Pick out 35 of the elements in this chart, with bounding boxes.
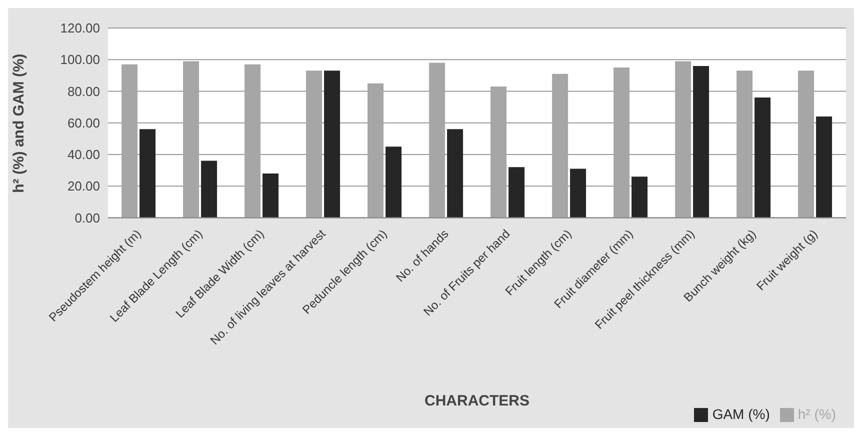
x-axis-title: CHARACTERS [424, 392, 530, 410]
bar [324, 70, 340, 218]
bar [122, 64, 138, 218]
legend-label: GAM (%) [712, 406, 770, 422]
bar [201, 160, 218, 218]
bar [754, 98, 771, 218]
bar [675, 61, 692, 218]
bar [368, 83, 384, 218]
bar [183, 61, 200, 218]
bar [736, 70, 753, 218]
bar [244, 64, 261, 218]
y-tick-label: 60.00 [67, 115, 100, 130]
y-tick-label: 80.00 [67, 84, 100, 99]
legend-label: h² (%) [798, 406, 836, 422]
bar [798, 70, 814, 218]
bar [632, 176, 648, 218]
bar [490, 86, 507, 218]
bar [508, 167, 525, 218]
bar [306, 70, 322, 218]
bar [262, 173, 279, 218]
y-tick-label: 120.00 [60, 20, 100, 36]
y-tick-label: 40.00 [67, 147, 100, 162]
bar [614, 68, 630, 218]
bar [552, 74, 568, 218]
bar [693, 66, 710, 218]
bar [570, 168, 586, 218]
y-axis-title: h² (%) and GAM (%) [10, 54, 28, 193]
bar [429, 62, 446, 218]
bar [447, 129, 464, 218]
bar [140, 129, 156, 218]
bar [386, 146, 402, 218]
bar [816, 116, 832, 218]
y-tick-label: 100.00 [60, 52, 100, 68]
y-tick-label: 0.00 [74, 210, 100, 226]
y-tick-label: 20.00 [67, 178, 100, 194]
